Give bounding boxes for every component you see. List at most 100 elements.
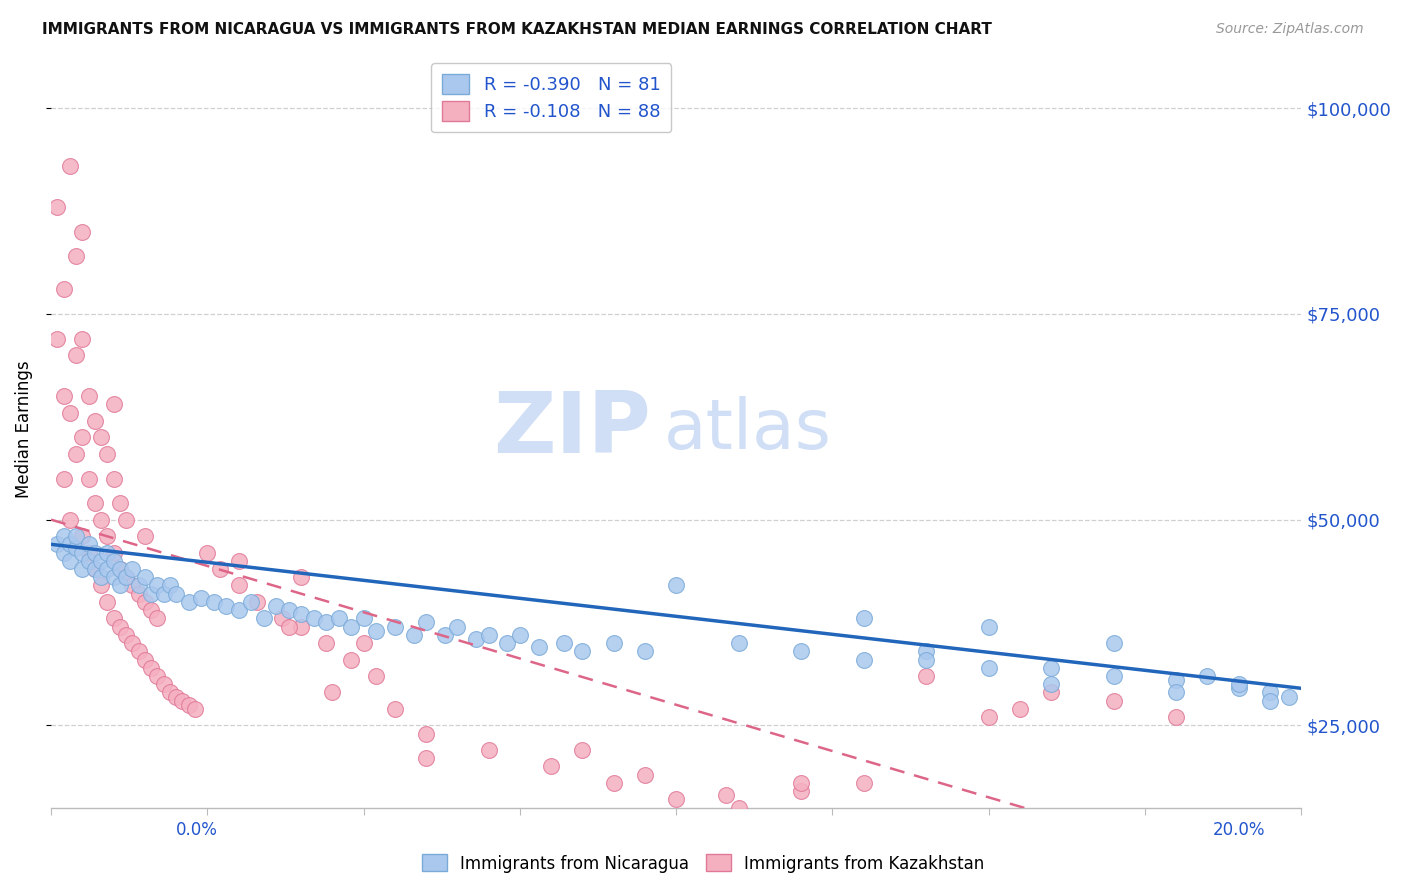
Point — [172, 693, 194, 707]
Point — [727, 636, 749, 650]
Point — [340, 652, 363, 666]
Point — [271, 611, 294, 625]
Point — [103, 471, 125, 485]
Point — [72, 529, 94, 543]
Point — [59, 554, 82, 568]
Point — [108, 578, 131, 592]
Point — [571, 644, 593, 658]
Point — [1040, 677, 1063, 691]
Text: Source: ZipAtlas.com: Source: ZipAtlas.com — [1216, 22, 1364, 37]
Point — [115, 570, 138, 584]
Point — [915, 652, 938, 666]
Point — [90, 578, 112, 592]
Point — [52, 282, 75, 296]
Point — [134, 529, 156, 543]
Point — [790, 644, 813, 658]
Text: 0.0%: 0.0% — [176, 821, 218, 838]
Point — [152, 587, 174, 601]
Point — [165, 587, 187, 601]
Point — [134, 652, 156, 666]
Point — [1166, 685, 1188, 699]
Point — [228, 554, 250, 568]
Point — [103, 611, 125, 625]
Point — [165, 690, 187, 704]
Point — [83, 545, 105, 559]
Text: 20.0%: 20.0% — [1213, 821, 1265, 838]
Point — [478, 743, 501, 757]
Point — [496, 636, 519, 650]
Point — [65, 249, 87, 263]
Point — [252, 611, 274, 625]
Point — [402, 628, 425, 642]
Point — [108, 496, 131, 510]
Point — [277, 603, 299, 617]
Point — [52, 529, 75, 543]
Point — [665, 578, 688, 592]
Point — [1040, 685, 1063, 699]
Point — [152, 677, 174, 691]
Point — [415, 751, 437, 765]
Point — [72, 562, 94, 576]
Point — [977, 619, 1000, 633]
Point — [315, 615, 337, 630]
Point — [602, 636, 624, 650]
Text: ZIP: ZIP — [494, 388, 651, 471]
Text: IMMIGRANTS FROM NICARAGUA VS IMMIGRANTS FROM KAZAKHSTAN MEDIAN EARNINGS CORRELAT: IMMIGRANTS FROM NICARAGUA VS IMMIGRANTS … — [42, 22, 993, 37]
Point — [315, 636, 337, 650]
Point — [366, 669, 388, 683]
Point — [1197, 669, 1219, 683]
Point — [65, 529, 87, 543]
Point — [353, 636, 375, 650]
Point — [571, 743, 593, 757]
Point — [108, 562, 131, 576]
Point — [1166, 673, 1188, 687]
Point — [159, 685, 181, 699]
Point — [1227, 681, 1250, 696]
Text: atlas: atlas — [664, 396, 831, 463]
Point — [46, 332, 69, 346]
Point — [290, 607, 312, 622]
Point — [1258, 685, 1281, 699]
Point — [852, 611, 875, 625]
Point — [65, 348, 87, 362]
Legend: Immigrants from Nicaragua, Immigrants from Kazakhstan: Immigrants from Nicaragua, Immigrants fr… — [415, 847, 991, 880]
Point — [177, 698, 200, 712]
Point — [290, 619, 312, 633]
Point — [977, 710, 1000, 724]
Point — [146, 611, 169, 625]
Point — [328, 611, 350, 625]
Point — [96, 562, 118, 576]
Point — [665, 792, 688, 806]
Point — [184, 702, 207, 716]
Point — [553, 636, 575, 650]
Point — [915, 669, 938, 683]
Point — [103, 545, 125, 559]
Point — [65, 541, 87, 556]
Point — [121, 578, 143, 592]
Point — [190, 591, 212, 605]
Point — [139, 587, 162, 601]
Point — [790, 784, 813, 798]
Point — [727, 800, 749, 814]
Point — [83, 414, 105, 428]
Point — [77, 389, 100, 403]
Point — [415, 726, 437, 740]
Point — [134, 595, 156, 609]
Point — [1102, 669, 1125, 683]
Point — [714, 789, 737, 803]
Point — [90, 430, 112, 444]
Point — [228, 603, 250, 617]
Point — [146, 578, 169, 592]
Point — [509, 628, 531, 642]
Point — [384, 702, 406, 716]
Point — [46, 200, 69, 214]
Point — [90, 513, 112, 527]
Point — [121, 562, 143, 576]
Point — [1008, 702, 1031, 716]
Point — [96, 545, 118, 559]
Point — [228, 578, 250, 592]
Point — [277, 619, 299, 633]
Point — [366, 624, 388, 638]
Point — [77, 554, 100, 568]
Point — [208, 562, 231, 576]
